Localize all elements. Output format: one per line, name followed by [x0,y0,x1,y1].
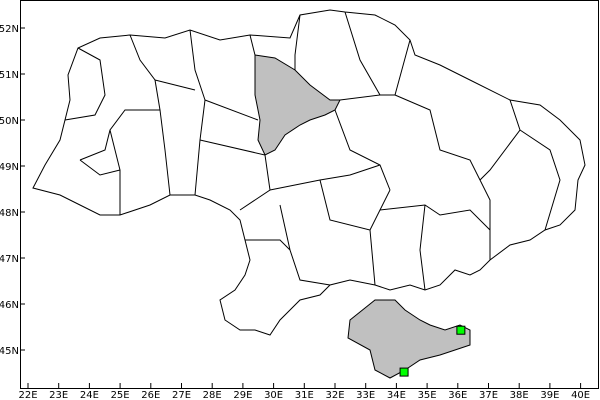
x-tick-label: 28E [203,390,222,400]
region-border [319,179,376,286]
region-border [245,239,291,251]
region-border [154,79,196,91]
x-tick-label: 24E [80,390,99,400]
region-border [79,34,161,161]
x-tick-label: 26E [141,390,160,400]
x-tick-label: 23E [49,390,68,400]
region-border [519,129,561,231]
kyiv-oblast [254,54,341,156]
region-border [269,164,381,191]
x-tick-label: 39E [540,390,559,400]
x-tick-label: 35E [418,390,437,400]
y-tick-label: 52N [0,24,19,35]
y-tick-label: 45N [0,346,19,357]
region-border [199,139,271,211]
region-border [64,47,106,121]
x-tick-label: 32E [325,390,344,400]
crimea [347,299,471,379]
region-border [419,204,426,291]
region-border [279,204,331,286]
x-tick-label: 40E [571,390,590,400]
region-border [79,159,121,176]
x-tick-label: 29E [233,390,252,400]
ukraine-outline [32,9,586,336]
x-tick-label: 37E [479,390,498,400]
x-tick-label: 22E [18,390,37,400]
y-tick-label: 48N [0,208,19,219]
location-marker[interactable] [456,325,466,335]
y-tick-label: 50N [0,116,19,127]
region-border [334,109,391,191]
region-border [294,14,301,70]
region-border [249,34,256,56]
y-tick-label: 47N [0,254,19,265]
region-border [159,109,171,196]
x-tick-label: 31E [295,390,314,400]
y-tick-label: 46N [0,300,19,311]
x-tick-label: 34E [387,390,406,400]
y-tick-label: 49N [0,162,19,173]
map-frame [20,0,599,389]
region-border [339,11,381,101]
x-tick-label: 27E [172,390,191,400]
x-tick-label: 36E [448,390,467,400]
x-tick-label: 25E [111,390,130,400]
x-tick-label: 38E [510,390,529,400]
region-border [379,204,491,231]
location-marker[interactable] [399,367,409,377]
region-border [204,99,259,121]
region-border [479,99,521,260]
x-tick-label: 33E [356,390,375,400]
y-tick-label: 51N [0,70,19,81]
x-tick-label: 30E [264,390,283,400]
region-border [394,94,481,181]
